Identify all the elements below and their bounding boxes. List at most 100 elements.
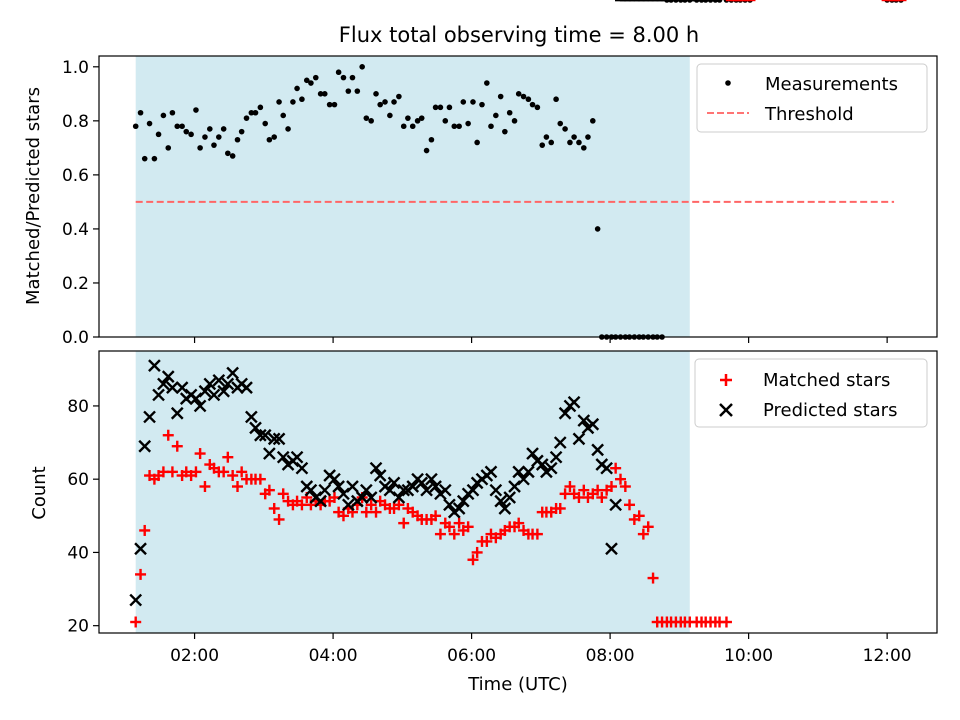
measurement-point <box>474 139 480 146</box>
predicted-star-point <box>272 432 286 446</box>
predicted-star-point <box>456 494 470 508</box>
measurement-point <box>276 99 282 105</box>
matched-star-point <box>596 491 608 503</box>
measurement-point <box>197 145 203 151</box>
measurement-point <box>506 109 513 116</box>
measurement-point <box>234 136 241 143</box>
bottom-ytick-label: 20 <box>67 617 89 637</box>
measurement-point <box>193 107 199 113</box>
predicted-star-point <box>567 395 581 409</box>
predicted-star-point <box>553 436 567 449</box>
bottom-ylabel: Count <box>29 466 50 519</box>
top-ytick-label: 0.0 <box>62 328 89 348</box>
predicted-star-point <box>152 388 165 402</box>
measurement-point <box>363 115 370 121</box>
predicted-star-point <box>249 421 262 435</box>
measurement-point <box>451 123 458 130</box>
measurement-point <box>266 136 273 143</box>
predicted-star-point <box>212 373 226 387</box>
top-ytick-label: 0.4 <box>62 220 89 240</box>
measurement-point <box>405 115 411 121</box>
top-legend: Measurements Threshold <box>696 63 928 133</box>
matched-star-point <box>139 524 151 536</box>
matched-star-point <box>619 481 631 493</box>
matched-star-point <box>564 481 576 493</box>
legend-matched-marker <box>720 374 732 386</box>
measurement-point <box>169 109 176 116</box>
top-axes-frame <box>98 55 938 338</box>
measurement-point <box>271 134 278 140</box>
measurement-point <box>428 136 435 143</box>
matched-star-point <box>370 506 382 518</box>
measurement-point <box>257 104 264 111</box>
predicted-star-point <box>295 461 309 475</box>
measurement-point <box>377 101 383 108</box>
measurement-point <box>470 99 476 105</box>
bottom-matched-group <box>130 0 907 628</box>
bottom-ytick-label: 60 <box>67 470 89 490</box>
measurement-point <box>165 145 172 151</box>
predicted-star-point <box>609 498 622 512</box>
predicted-star-point <box>544 461 558 475</box>
measurement-point <box>188 131 194 138</box>
predicted-star-point <box>373 469 387 482</box>
matched-star-point <box>360 506 372 518</box>
measurement-point <box>446 104 453 111</box>
measurement-point <box>373 91 379 97</box>
measurement-point <box>702 0 709 3</box>
measurement-point <box>155 131 162 138</box>
bottom-xtick-label: 04:00 <box>309 646 358 666</box>
measurement-point <box>557 120 564 127</box>
predicted-star-point <box>503 491 517 504</box>
bottom-ytick-label: 40 <box>67 543 89 563</box>
measurement-point <box>520 93 527 100</box>
matched-star-point <box>398 517 410 529</box>
top-panel: 0.0 0.2 0.4 0.6 0.8 1.0 Matched/Predicted sta… <box>23 0 938 348</box>
predicted-star-point <box>406 480 420 493</box>
predicted-star-point <box>332 480 345 493</box>
top-ytick-label: 0.6 <box>62 166 89 186</box>
measurement-point <box>183 128 190 135</box>
matched-star-point <box>434 528 446 540</box>
predicted-star-point <box>134 542 147 556</box>
measurement-point <box>493 112 499 119</box>
predicted-star-point <box>586 417 600 431</box>
measurement-point <box>571 134 577 140</box>
matched-star-point <box>190 466 202 478</box>
measurement-point <box>529 101 536 108</box>
measurement-point <box>207 126 213 132</box>
matched-star-point <box>135 568 147 580</box>
matched-star-point <box>268 502 280 514</box>
measurement-point <box>303 77 310 84</box>
measurement-point <box>511 118 518 124</box>
measurement-point <box>382 99 388 105</box>
measurement-point <box>539 142 546 148</box>
predicted-star-point <box>535 458 549 471</box>
measurement-point <box>211 142 217 148</box>
measurement-point <box>456 123 462 130</box>
predicted-star-point <box>558 406 572 420</box>
matched-star-point <box>614 473 626 485</box>
measurement-point <box>423 147 430 154</box>
measurement-point <box>359 64 365 70</box>
measurement-point <box>248 109 255 116</box>
predicted-star-point <box>494 494 508 508</box>
predicted-star-point <box>526 447 539 460</box>
matched-star-point <box>462 521 474 533</box>
predicted-star-point <box>221 377 235 391</box>
predicted-star-point <box>489 483 503 497</box>
measurement-point <box>396 93 402 100</box>
bottom-xtick-label: 12:00 <box>863 646 912 666</box>
matched-star-point <box>430 510 442 522</box>
matched-star-point <box>605 481 617 493</box>
predicted-star-point <box>443 498 456 512</box>
predicted-star-point <box>193 399 207 413</box>
predicted-star-point <box>591 443 604 457</box>
measurement-point <box>594 226 601 232</box>
matched-star-point <box>199 481 211 493</box>
matched-star-point <box>273 513 285 525</box>
measurement-point <box>497 93 504 100</box>
measurement-point <box>712 0 719 3</box>
measurement-point <box>576 139 582 146</box>
matched-star-point <box>263 484 275 496</box>
